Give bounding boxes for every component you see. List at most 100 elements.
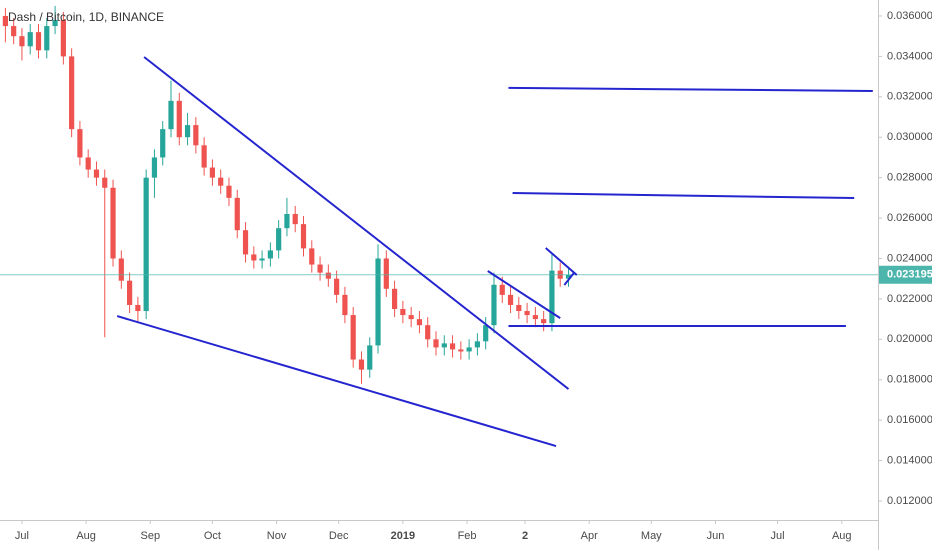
candle-body	[110, 187, 116, 259]
trend-line	[508, 86, 873, 92]
candle-body	[300, 224, 307, 249]
candle-body	[218, 177, 224, 186]
candle-body	[151, 157, 158, 178]
x-tick-label: Jul	[15, 530, 29, 542]
candle-body	[234, 197, 240, 231]
x-tick-label: Aug	[832, 530, 852, 542]
candle-body	[19, 36, 25, 47]
candle-body	[433, 339, 439, 348]
candle-body	[425, 325, 431, 340]
candle-body	[126, 280, 133, 305]
candle-body	[2, 15, 8, 27]
candle-body	[483, 325, 489, 342]
candle-body	[367, 345, 373, 370]
x-tick-label: 2019	[391, 530, 415, 542]
x-tick-label: Jun	[707, 530, 725, 542]
y-tick-label: 0.034000	[887, 50, 932, 62]
candle-body	[292, 214, 298, 225]
candle-body	[391, 288, 398, 310]
y-tick-label: 0.026000	[887, 212, 932, 224]
candle-body	[267, 250, 273, 259]
candle-body	[11, 26, 17, 37]
candle-body	[209, 167, 216, 178]
x-tick-label: Sep	[141, 530, 161, 542]
candle-body	[226, 185, 232, 198]
x-tick-label: Feb	[458, 530, 477, 542]
y-tick-label: 0.020000	[887, 333, 932, 345]
y-tick-label: 0.030000	[887, 131, 932, 143]
candle-body	[184, 125, 191, 138]
candle-body	[532, 315, 538, 320]
candle-body	[466, 347, 472, 352]
y-tick-label: 0.028000	[887, 172, 932, 184]
candle-body	[325, 272, 331, 279]
candle-body	[60, 20, 66, 57]
candle-body	[77, 129, 83, 158]
y-tick-label: 0.018000	[887, 374, 932, 386]
trend-line	[563, 271, 576, 286]
x-tick-label: Dec	[329, 530, 349, 542]
candle-body	[69, 56, 75, 130]
candle-body	[259, 258, 265, 261]
chart-title: Dash / Bitcoin, 1D, BINANCE	[8, 10, 164, 24]
candle-body	[334, 278, 340, 295]
candle-body	[565, 274, 572, 279]
candle-body	[458, 349, 464, 352]
candle-body	[449, 343, 456, 350]
y-tick-label: 0.022000	[887, 293, 932, 305]
trend-line	[545, 247, 578, 276]
candle-body	[284, 214, 290, 229]
candle-body	[317, 264, 323, 273]
x-tick-label: Apr	[581, 530, 598, 542]
x-tick-label: Jul	[771, 530, 785, 542]
candle-body	[441, 343, 447, 348]
candle-body	[383, 258, 389, 289]
candle-body	[549, 270, 555, 324]
candle-body	[85, 157, 91, 170]
candle-body	[251, 254, 257, 261]
candle-body	[358, 359, 365, 370]
y-tick-label: 0.032000	[887, 91, 932, 103]
candle-body	[507, 294, 514, 305]
candle-body	[309, 248, 315, 265]
candle-body	[400, 309, 406, 316]
candle-body	[52, 20, 58, 27]
candle-body	[27, 32, 33, 47]
trend-line	[116, 315, 557, 447]
candle-body	[93, 169, 100, 178]
candle-body	[375, 258, 381, 346]
trend-line	[512, 192, 855, 200]
trend-line	[487, 270, 561, 319]
last-price-box	[879, 265, 932, 284]
x-tick-label: Aug	[76, 530, 96, 542]
candle-body	[491, 284, 497, 326]
candle-body	[176, 100, 182, 138]
y-tick-label: 0.016000	[887, 414, 932, 426]
candle-body	[201, 145, 207, 168]
candle-body	[135, 304, 141, 312]
x-tick-label: May	[641, 530, 662, 542]
candle-body	[168, 100, 174, 130]
candle-body	[118, 258, 124, 281]
candle-body	[276, 228, 282, 251]
candle-body	[242, 230, 249, 255]
y-tick-label: 0.012000	[887, 495, 932, 507]
x-tick-label: Nov	[267, 530, 287, 542]
y-tick-label: 0.014000	[887, 454, 932, 466]
candle-body	[35, 32, 42, 51]
candle-body	[499, 284, 505, 295]
candle-body	[193, 125, 199, 146]
candle-body	[143, 177, 149, 312]
y-tick-label: 0.036000	[887, 10, 932, 22]
trend-line	[143, 56, 570, 390]
candle-body	[102, 177, 108, 188]
candle-body	[474, 341, 481, 348]
candle-body	[160, 129, 166, 158]
candle-body	[541, 319, 547, 324]
x-tick-label: Oct	[204, 530, 221, 542]
candle-body	[350, 315, 356, 360]
plot-area	[0, 5, 878, 447]
candle-body	[524, 311, 530, 316]
